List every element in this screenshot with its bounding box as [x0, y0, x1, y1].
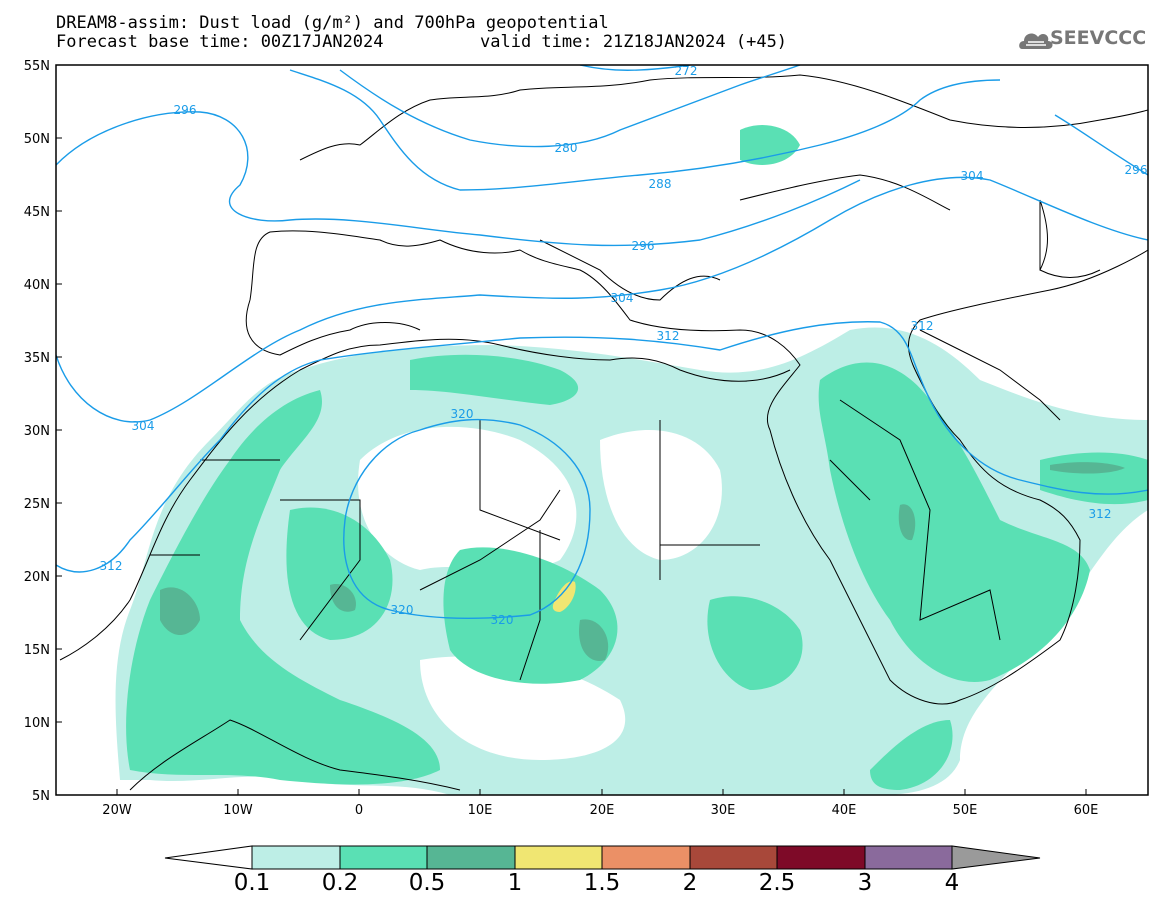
lon-label: 50E [953, 803, 978, 818]
contour-label: 312 [100, 559, 123, 573]
colorbar-swatch [514, 845, 603, 870]
colorbar-label: 2.5 [758, 870, 796, 896]
lat-label: 15N [24, 643, 50, 658]
geopotential-contours [56, 65, 1148, 619]
lon-label: 60E [1074, 803, 1099, 818]
colorbar-swatch [689, 845, 778, 870]
contour-labels: 296 272 280 288 296 304 304 304 312 312 … [100, 64, 1148, 627]
longitude-labels: 20W 10W 0 10E 20E 30E 40E 50E 60E [102, 803, 1098, 818]
contour-label: 320 [451, 407, 474, 421]
lat-label: 55N [24, 59, 50, 74]
contour-label: 320 [491, 613, 514, 627]
contour-label: 312 [657, 329, 680, 343]
lon-label: 10E [468, 803, 493, 818]
contour-label: 296 [632, 239, 655, 253]
contour-label: 312 [911, 319, 934, 333]
lat-label: 5N [32, 789, 50, 804]
coastlines [59, 74, 1148, 791]
lat-label: 30N [24, 424, 50, 439]
lon-label: 0 [355, 803, 363, 818]
lat-label: 35N [24, 351, 50, 366]
contour-label: 296 [174, 103, 197, 117]
colorbar-swatch [601, 845, 691, 870]
contour-label: 320 [391, 603, 414, 617]
contour-label: 272 [675, 64, 698, 78]
colorbar-label: 0.1 [233, 870, 271, 896]
contour-label: 304 [611, 291, 634, 305]
lat-label: 45N [24, 205, 50, 220]
map-title: DREAM8-assim: Dust load (g/m²) and 700hP… [56, 13, 609, 33]
colorbar-label: 1 [507, 870, 523, 896]
lon-label: 10W [223, 803, 253, 818]
colorbar-swatch [426, 845, 516, 870]
colorbar-label: 0.2 [321, 870, 359, 896]
cloud-logo-icon [1019, 33, 1053, 49]
lat-label: 10N [24, 716, 50, 731]
colorbar-label: 0.5 [408, 870, 446, 896]
lat-label: 25N [24, 497, 50, 512]
dust-shading [115, 125, 1148, 795]
colorbar-label: 2 [682, 870, 698, 896]
lon-label: 40E [832, 803, 857, 818]
colorbar-swatch [864, 845, 953, 870]
colorbar [164, 845, 1041, 870]
lon-label: 30E [711, 803, 736, 818]
latitude-labels: 55N 50N 45N 40N 35N 30N 25N 20N 15N 10N … [24, 59, 50, 804]
logo-text: SEEVCCC [1050, 27, 1147, 49]
contour-label: 296 [1125, 163, 1148, 177]
contour-label: 304 [961, 169, 984, 183]
colorbar-extend-low [164, 845, 253, 870]
contour-label: 288 [649, 177, 672, 191]
contour-label: 280 [555, 141, 578, 155]
lat-label: 40N [24, 278, 50, 293]
contour-label: 304 [132, 419, 155, 433]
contour-label: 312 [1089, 507, 1112, 521]
lat-label: 20N [24, 570, 50, 585]
colorbar-extend-high [951, 845, 1041, 870]
colorbar-swatch [251, 845, 341, 870]
colorbar-swatch [776, 845, 866, 870]
axis-ticks [56, 64, 1087, 795]
lat-label: 50N [24, 132, 50, 147]
forecast-base-time: Forecast base time: 00Z17JAN2024 [56, 32, 384, 52]
colorbar-swatch [339, 845, 428, 870]
colorbar-label: 3 [857, 870, 873, 896]
valid-time: valid time: 21Z18JAN2024 (+45) [480, 32, 788, 52]
colorbar-label: 1.5 [583, 870, 621, 896]
lon-label: 20W [102, 803, 132, 818]
colorbar-label: 4 [944, 870, 960, 896]
lon-label: 20E [590, 803, 615, 818]
